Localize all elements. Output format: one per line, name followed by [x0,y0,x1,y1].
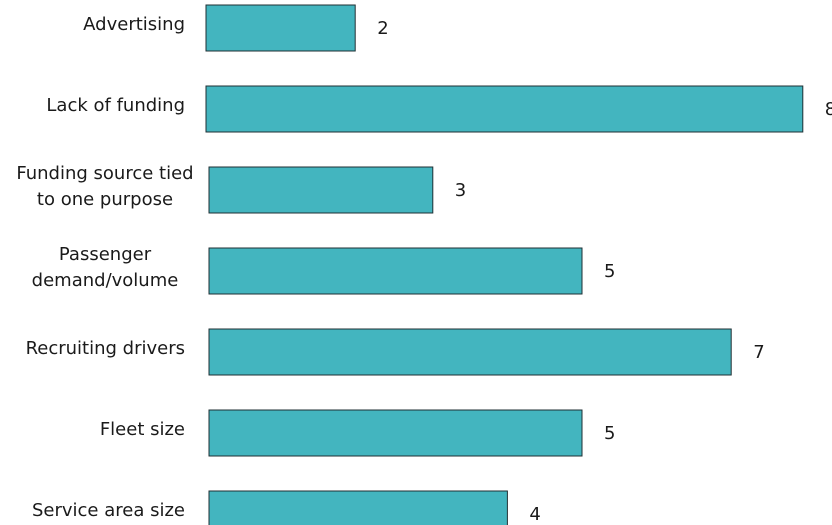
category-label-5-line-0: Fleet size [100,419,185,440]
bar-4 [208,328,732,376]
category-label-3-line-1: demand/volume [32,270,179,291]
bar-3 [208,247,583,295]
category-label-6-line-0: Service area size [32,500,185,521]
value-label-4: 7 [753,342,764,363]
value-label-5: 5 [604,423,615,444]
category-labels-group: Advertising Lack of funding Funding source… [16,14,193,521]
value-label-0: 2 [377,18,388,39]
category-label-2-line-0: Funding source tied [16,163,193,184]
value-label-6: 4 [529,504,540,525]
category-label-4: Recruiting drivers [26,338,185,359]
bar-0 [205,4,356,52]
bar-6 [208,490,508,525]
bar-5 [208,409,583,457]
value-label-3: 5 [604,261,615,282]
category-label-2-line-1: to one purpose [37,189,173,210]
category-label-1: Lack of funding [46,95,185,116]
category-label-3: Passenger demand/volume [32,244,179,291]
value-labels-group: 2 8 3 5 7 5 4 [377,18,832,525]
category-label-3-line-0: Passenger [59,244,152,265]
category-label-5: Fleet size [100,419,185,440]
bar-1 [205,85,804,133]
category-label-0: Advertising [83,14,185,35]
value-label-2: 3 [455,180,466,201]
bars-group [205,4,804,525]
value-label-1: 8 [825,99,832,120]
category-label-0-line-0: Advertising [83,14,185,35]
category-label-6: Service area size [32,500,185,521]
category-label-4-line-0: Recruiting drivers [26,338,185,359]
category-label-2: Funding source tied to one purpose [16,163,193,210]
category-label-1-line-0: Lack of funding [46,95,185,116]
bar-2 [208,166,434,214]
